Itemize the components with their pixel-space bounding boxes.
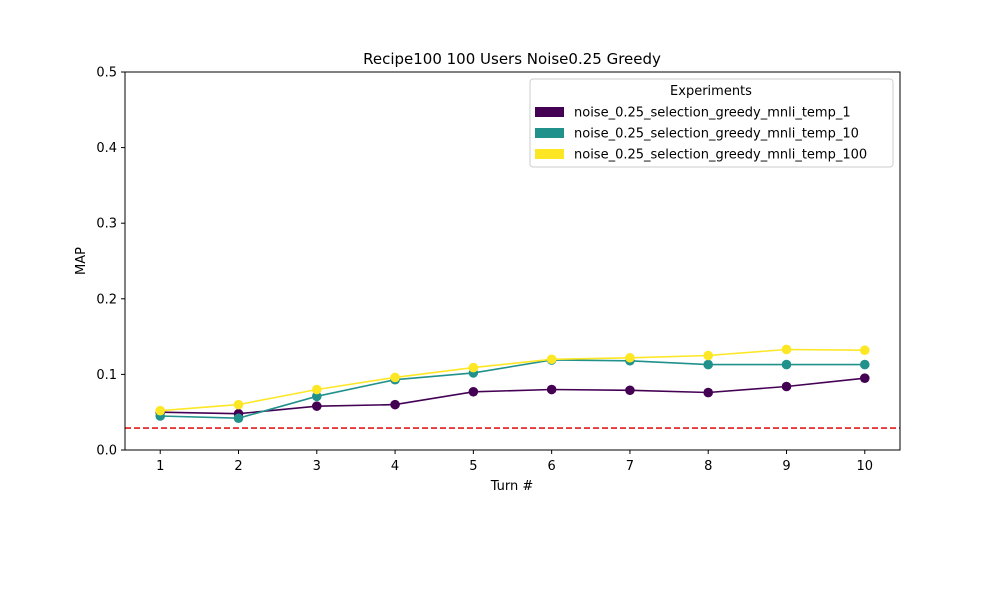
series-1 xyxy=(155,373,870,419)
series-layer xyxy=(155,344,870,424)
data-point xyxy=(468,362,479,373)
data-point xyxy=(625,385,635,396)
data-point xyxy=(703,359,714,370)
data-point xyxy=(781,381,792,392)
data-point xyxy=(781,359,792,370)
data-point xyxy=(859,373,870,383)
y-tick-label: 0.4 xyxy=(96,141,117,156)
data-point xyxy=(311,391,322,402)
data-point xyxy=(155,405,166,416)
data-point xyxy=(703,387,714,398)
x-tick-label: 5 xyxy=(469,459,477,474)
legend-items: noise_0.25_selection_greedy_mnli_temp_1n… xyxy=(535,106,867,163)
data-point xyxy=(311,384,322,395)
series-line xyxy=(160,359,865,420)
data-point xyxy=(859,359,870,370)
y-tick-label: 0.5 xyxy=(96,66,117,81)
x-tick-label: 4 xyxy=(391,459,399,474)
x-tick-label: 10 xyxy=(856,459,873,474)
legend-entry-label: noise_0.25_selection_greedy_mnli_temp_10 xyxy=(574,127,859,142)
y-tick-label: 0.3 xyxy=(96,217,117,232)
legend-entry-label: noise_0.25_selection_greedy_mnli_temp_1 xyxy=(574,106,851,121)
x-tick-label: 9 xyxy=(782,459,790,474)
x-tick-label: 1 xyxy=(156,459,164,474)
x-tick-label: 2 xyxy=(234,459,242,474)
legend-title: Experiments xyxy=(670,84,752,99)
legend-box xyxy=(529,78,894,168)
chart-title: Recipe100 100 Users Noise0.25 Greedy xyxy=(363,50,661,68)
data-point xyxy=(390,399,400,410)
y-axis: 0.0 0.1 0.2 0.3 0.4 0.5 xyxy=(96,66,125,459)
data-point xyxy=(468,386,479,397)
data-point xyxy=(546,354,557,365)
series-line xyxy=(160,348,865,412)
axes-frame xyxy=(124,71,901,451)
data-point xyxy=(233,399,244,410)
legend-swatch xyxy=(535,128,564,138)
y-tick-label: 0.1 xyxy=(96,368,117,383)
y-tick-label: 0.0 xyxy=(96,444,117,459)
series-3 xyxy=(155,344,870,416)
y-axis-label: MAP xyxy=(74,247,89,275)
x-tick-label: 6 xyxy=(548,459,556,474)
x-tick-label: 7 xyxy=(626,459,634,474)
data-point xyxy=(703,350,714,361)
legend-swatch xyxy=(535,107,564,117)
data-point xyxy=(859,345,870,356)
legend-swatch xyxy=(535,149,564,159)
x-axis: 1 2 3 4 5 6 7 8 9 10 xyxy=(156,450,873,474)
data-point xyxy=(390,372,400,383)
data-point xyxy=(546,384,557,395)
data-point xyxy=(625,352,635,363)
x-tick-label: 8 xyxy=(704,459,712,474)
data-point xyxy=(233,413,244,424)
x-axis-label: Turn # xyxy=(490,479,534,494)
series-line xyxy=(160,377,865,415)
legend: Experiments noise_0.25_selection_greedy_… xyxy=(529,78,894,168)
data-point xyxy=(311,401,322,411)
y-tick-label: 0.2 xyxy=(96,292,117,307)
legend-entry-label: noise_0.25_selection_greedy_mnli_temp_10… xyxy=(574,148,867,163)
x-tick-label: 3 xyxy=(313,459,321,474)
data-point xyxy=(781,344,792,355)
